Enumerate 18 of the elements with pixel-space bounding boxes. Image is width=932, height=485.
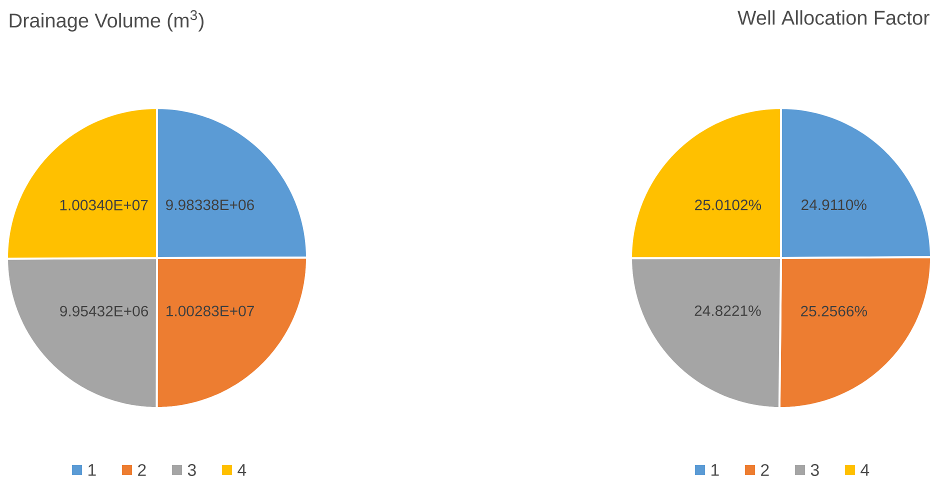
legend-label: 4 <box>860 464 870 476</box>
data-label: 9.98338E+06 <box>166 200 254 210</box>
legend-label: 2 <box>761 464 769 476</box>
legend-label: 3 <box>810 464 819 476</box>
legend-label: 1 <box>88 464 96 476</box>
legend-label: 1 <box>712 464 719 476</box>
data-label: 24.9110% <box>802 200 866 210</box>
legend-label: 3 <box>188 464 196 476</box>
data-label: 9.95432E+06 <box>60 306 148 316</box>
chart-title: Well Allocation Factor <box>738 10 930 25</box>
data-label: 25.0102% <box>695 200 762 210</box>
data-label: 1.00340E+07 <box>60 200 148 210</box>
data-label: 24.8221% <box>694 305 761 316</box>
legend-label: 4 <box>238 464 246 476</box>
legend-label: 2 <box>138 464 146 476</box>
chart-title: Drainage Volume (m$^{3}$) <box>10 10 204 32</box>
data-label: 1.00283E+07 <box>166 306 254 316</box>
data-label: 25.2566% <box>801 306 868 316</box>
